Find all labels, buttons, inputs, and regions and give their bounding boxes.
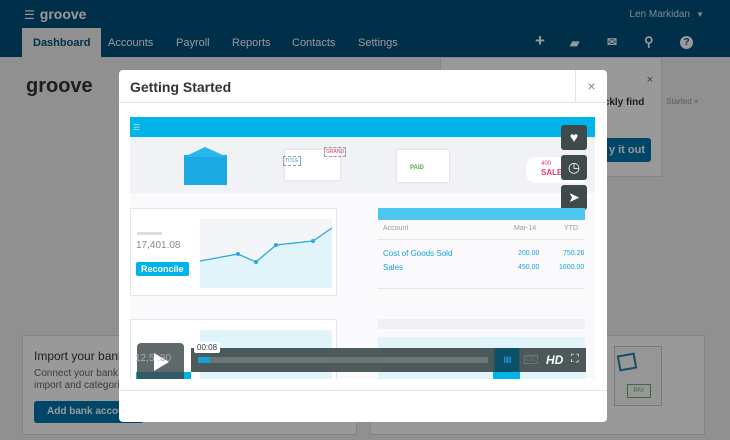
try-it-out-button[interactable]: y it out — [599, 138, 651, 162]
close-icon[interactable]: × — [646, 74, 653, 86]
progress-fill — [198, 357, 210, 363]
table-cell: 450.00 — [518, 264, 540, 271]
popover-text: ickly find — [601, 97, 645, 108]
grand-tag: GRAND — [324, 147, 347, 157]
divider — [119, 390, 607, 391]
chart-line — [200, 227, 332, 263]
tab-accounts[interactable]: Accounts — [108, 37, 154, 49]
time-tooltip: 00:08 — [194, 342, 221, 353]
tab-contacts[interactable]: Contacts — [292, 37, 336, 49]
placeholder-bar — [378, 319, 585, 329]
close-button[interactable]: × — [575, 70, 607, 102]
tab-settings[interactable]: Settings — [358, 37, 398, 49]
tab-payroll[interactable]: Payroll — [176, 37, 210, 49]
getting-started-modal: Getting Started × ☰ TITLE GRAND PAID 400… — [119, 70, 607, 422]
user-menu[interactable]: Len Markidan — [629, 9, 690, 20]
balance-amount: 17,401.08 — [136, 240, 181, 251]
col-account: Account — [383, 225, 409, 232]
divider — [378, 239, 585, 240]
add-bank-account-button[interactable]: Add bank accoun — [34, 401, 144, 423]
cc-button[interactable]: CC — [524, 355, 539, 364]
placeholder-line — [137, 232, 162, 235]
card-title: Import your bank — [34, 349, 125, 363]
reconcile-button: Reconcile — [136, 262, 189, 276]
invoice-illustration — [397, 150, 449, 182]
play-icon — [154, 353, 169, 371]
card-text: Connect your bank a — [34, 368, 127, 379]
chart-point — [254, 260, 258, 264]
pay-label: PAY — [627, 384, 651, 398]
caret-down-icon[interactable]: ▼ — [696, 10, 704, 19]
balance-widget: 17,401.08 Reconcile — [130, 208, 337, 296]
video-player[interactable]: ☰ TITLE GRAND PAID 400 SALES ♥ ◷ ➤ 17,40… — [130, 117, 595, 379]
volume-icon[interactable]: IIIII — [495, 348, 519, 372]
share-button[interactable]: ➤ — [561, 185, 587, 210]
menu-icon[interactable]: ☰ — [24, 8, 35, 22]
paid-stamp: PAID — [410, 165, 424, 171]
plus-icon[interactable]: + — [535, 31, 545, 50]
sales-number: 400 — [541, 161, 552, 167]
envelope-flap — [184, 147, 227, 157]
table-cell: Sales — [383, 263, 404, 272]
video-controls: IIIII CC HD ⛶ — [191, 348, 586, 372]
company-name: groove — [26, 75, 93, 97]
divider — [119, 102, 607, 103]
sales-label: SALES — [541, 168, 568, 177]
play-button[interactable] — [137, 343, 184, 379]
tab-reports[interactable]: Reports — [232, 37, 271, 49]
balance-chart — [200, 219, 332, 288]
table-header-bar — [378, 208, 585, 220]
envelope-illustration — [184, 155, 227, 185]
document-illustration — [614, 346, 662, 406]
col-ytd: YTD — [564, 225, 578, 232]
chart-point — [274, 243, 278, 247]
logo-text: groove — [39, 6, 87, 22]
mail-icon[interactable]: ✉ — [607, 35, 618, 49]
table-cell: 1600.00 — [559, 264, 585, 271]
video-app-bar: ☰ — [130, 117, 595, 137]
search-icon[interactable]: ⚲ — [644, 34, 654, 49]
divider — [378, 288, 585, 289]
chart-point — [311, 239, 315, 243]
top-header — [0, 0, 730, 57]
title-tag: TITLE — [283, 156, 301, 166]
tab-dashboard[interactable]: Dashboard — [22, 28, 102, 57]
app-logo[interactable]: ☰ groove — [24, 6, 86, 22]
like-button[interactable]: ♥ — [561, 125, 587, 150]
hd-button[interactable]: HD — [546, 353, 564, 367]
folder-icon[interactable]: ▰ — [570, 36, 580, 50]
chart-point — [236, 252, 240, 256]
watch-later-button[interactable]: ◷ — [561, 155, 587, 180]
fullscreen-icon[interactable]: ⛶ — [571, 353, 579, 365]
col-month: Mar-14 — [514, 225, 537, 232]
progress-track[interactable] — [198, 357, 488, 363]
modal-title: Getting Started — [130, 79, 232, 95]
card-text: import and categoriz — [34, 380, 125, 391]
getting-started-link[interactable]: Started × — [666, 97, 699, 106]
table-cell: 750.26 — [563, 250, 585, 257]
table-cell: Cost of Goods Sold — [383, 249, 453, 258]
help-icon[interactable]: ? — [680, 36, 693, 49]
balance-amount-2: 12,5 .30 — [135, 353, 172, 364]
table-cell: 200.00 — [518, 250, 540, 257]
menu-icon: ☰ — [133, 123, 141, 132]
